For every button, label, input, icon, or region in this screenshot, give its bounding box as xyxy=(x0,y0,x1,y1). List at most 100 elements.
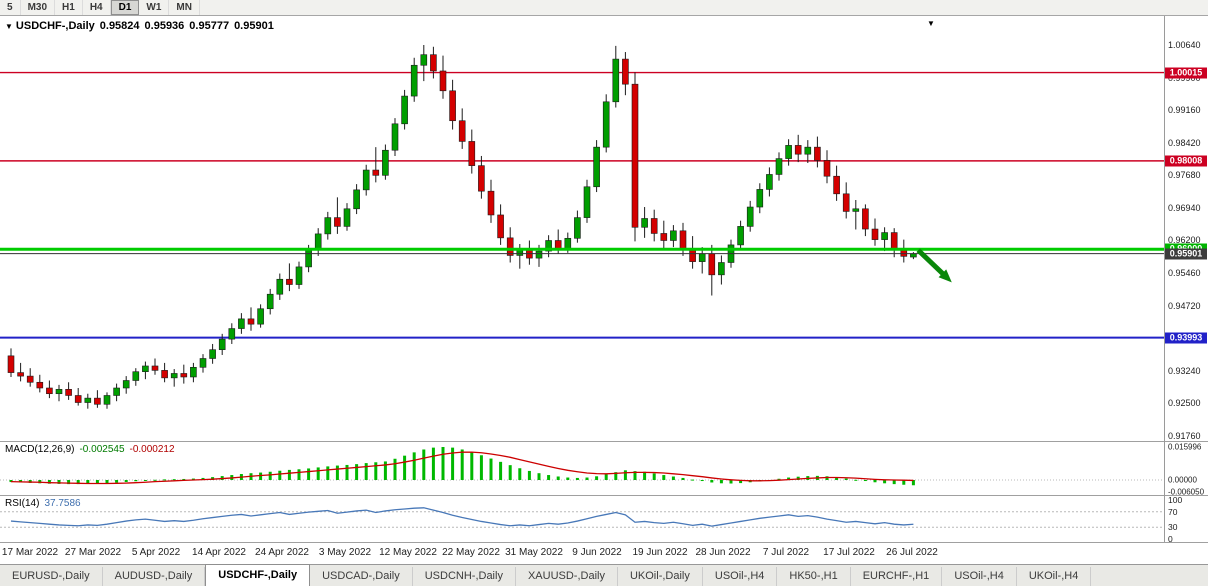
macd-histogram-bar xyxy=(153,479,157,481)
macd-histogram-bar xyxy=(67,480,71,485)
candle xyxy=(679,222,687,256)
panel-divider[interactable] xyxy=(0,441,1208,442)
macd-histogram-bar xyxy=(355,464,359,480)
candle xyxy=(343,203,351,231)
tab-usdchf-daily-2[interactable]: USDCHF-,Daily xyxy=(205,564,311,586)
macd-histogram-bar xyxy=(95,480,99,484)
macd-histogram-bar xyxy=(143,480,147,481)
candle xyxy=(122,376,130,394)
tab-usdcad-daily-3[interactable]: USDCAD-,Daily xyxy=(310,567,413,586)
macd-histogram-bar xyxy=(326,466,330,480)
period-button-h4[interactable]: H4 xyxy=(83,0,111,15)
macd-histogram-bar xyxy=(374,462,378,480)
macd-histogram-bar xyxy=(499,461,503,480)
tab-usoil-h4-7[interactable]: USOil-,H4 xyxy=(703,567,778,586)
macd-axis-label: -0.006050 xyxy=(1168,487,1205,497)
period-button-m30[interactable]: M30 xyxy=(21,0,56,15)
period-button-w1[interactable]: W1 xyxy=(139,0,170,15)
candle xyxy=(487,179,495,223)
candle xyxy=(190,362,197,383)
tab-usdcnh-daily-4[interactable]: USDCNH-,Daily xyxy=(413,567,516,586)
price-tick-label: 0.99160 xyxy=(1168,105,1201,116)
panel-divider[interactable] xyxy=(0,495,1208,496)
candle xyxy=(94,390,101,408)
macd-histogram-bar xyxy=(691,479,695,481)
tab-ukoil-daily-6[interactable]: UKOil-,Daily xyxy=(618,567,703,586)
macd-histogram-bar xyxy=(268,471,272,480)
tab-usoil-h4-10[interactable]: USOil-,H4 xyxy=(942,567,1017,586)
candle xyxy=(430,46,437,79)
panel-divider xyxy=(0,542,1208,543)
candle xyxy=(65,382,72,400)
candle xyxy=(708,244,716,296)
rsi-indicator-label: RSI(14) 37.7586 xyxy=(5,498,81,509)
macd-histogram-bar xyxy=(556,476,560,480)
candle xyxy=(814,136,821,168)
macd-histogram-bar xyxy=(47,480,51,484)
date-label: 19 Jun 2022 xyxy=(632,547,688,558)
macd-histogram-bar xyxy=(537,473,541,480)
candle xyxy=(84,393,92,409)
candle xyxy=(794,134,802,163)
period-button-d1[interactable]: D1 xyxy=(110,0,140,15)
macd-histogram-bar xyxy=(383,461,387,480)
candle xyxy=(170,369,178,387)
macd-axis-label: 0.015996 xyxy=(1168,442,1202,452)
macd-histogram-bar xyxy=(479,455,483,480)
macd-histogram-bar xyxy=(633,471,637,480)
tab-audusd-daily-1[interactable]: AUDUSD-,Daily xyxy=(103,567,206,586)
chart-shift-marker[interactable]: ▼ xyxy=(927,19,935,28)
bar-low-value: 0.95777 xyxy=(189,20,230,32)
tab-xauusd-daily-5[interactable]: XAUUSD-,Daily xyxy=(516,567,618,586)
candle xyxy=(526,240,533,265)
period-button-5[interactable]: 5 xyxy=(0,0,21,15)
macd-panel[interactable] xyxy=(0,442,1164,495)
candle xyxy=(209,343,216,364)
candle xyxy=(151,358,159,375)
bar-close-value: 0.95901 xyxy=(234,20,274,32)
tab-ukoil-h4-11[interactable]: UKOil-,H4 xyxy=(1017,567,1092,586)
chart-expander-icon[interactable]: ▼ xyxy=(5,22,13,31)
macd-histogram-bar xyxy=(883,480,887,484)
date-label: 22 May 2022 xyxy=(442,547,500,558)
price-tick-label: 1.00640 xyxy=(1168,40,1201,50)
rsi-panel[interactable] xyxy=(0,496,1164,542)
candle xyxy=(478,155,485,199)
macd-histogram-bar xyxy=(518,468,522,480)
candlestick-chart[interactable] xyxy=(0,16,1164,441)
macd-histogram-bar xyxy=(134,480,138,482)
tab-hk50-h1-8[interactable]: HK50-,H1 xyxy=(777,567,851,586)
candle xyxy=(842,182,850,219)
trend-arrow-annotation[interactable] xyxy=(916,248,952,283)
period-button-mn[interactable]: MN xyxy=(169,0,200,15)
macd-histogram-bar xyxy=(662,475,666,480)
candle xyxy=(593,140,600,193)
candle xyxy=(266,288,274,315)
macd-histogram-bar xyxy=(585,477,589,480)
candle xyxy=(199,354,207,373)
tab-eurchf-h1-9[interactable]: EURCHF-,H1 xyxy=(851,567,943,586)
macd-histogram-bar xyxy=(729,480,733,484)
candle xyxy=(631,72,639,242)
candle xyxy=(871,218,879,246)
candle xyxy=(862,204,869,237)
candle xyxy=(113,383,120,402)
macd-signal-value: -0.000212 xyxy=(129,444,175,455)
candle xyxy=(218,333,226,355)
candle xyxy=(497,204,504,245)
macd-histogram-bar xyxy=(278,470,282,480)
rsi-axis-label: 70 xyxy=(1168,506,1178,517)
macd-histogram-bar xyxy=(191,478,195,480)
macd-histogram-bar xyxy=(307,468,311,480)
candle xyxy=(516,244,524,269)
macd-histogram-bar xyxy=(873,480,877,483)
period-button-h1[interactable]: H1 xyxy=(55,0,83,15)
candle xyxy=(55,384,63,402)
candle xyxy=(362,164,370,196)
tab-eurusd-daily-0[interactable]: EURUSD-,Daily xyxy=(0,567,103,586)
candle xyxy=(458,108,466,149)
candle xyxy=(314,228,322,256)
candle xyxy=(247,307,255,331)
price-badge-0.93993: 0.93993 xyxy=(1165,332,1207,344)
macd-histogram-bar xyxy=(575,477,579,480)
